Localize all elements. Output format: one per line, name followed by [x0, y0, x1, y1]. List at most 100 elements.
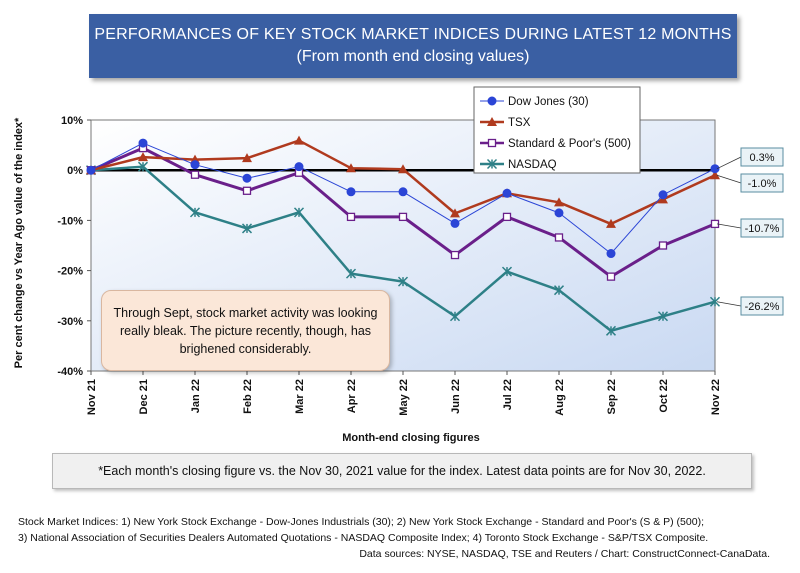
data-point: [605, 325, 617, 336]
data-point: [190, 170, 200, 179]
y-tick-label: 0%: [67, 165, 83, 177]
data-point: [190, 160, 200, 170]
legend-label: NASDAQ: [508, 159, 557, 171]
y-axis: 10% 0% -10% -20% -30% -40%: [57, 115, 91, 378]
data-point: [242, 153, 252, 163]
x-tick-label: Aug 22: [554, 379, 566, 416]
data-point: [710, 164, 720, 174]
chart-title-banner: PERFORMANCES OF KEY STOCK MARKET INDICES…: [89, 14, 737, 78]
x-tick-label: Mar 22: [294, 379, 306, 414]
data-point: [502, 188, 512, 198]
end-label: 0.3%: [749, 152, 774, 164]
line-chart: 10% 0% -10% -20% -30% -40% Nov 21 Dec 21 Jan 22…: [13, 86, 784, 444]
data-point: [606, 249, 616, 259]
data-point: [450, 208, 460, 218]
leader-line: [716, 156, 742, 170]
data-point: [449, 311, 461, 322]
data-point: [137, 161, 149, 172]
leader-line: [716, 174, 742, 184]
leader-line: [716, 223, 742, 229]
end-labels: 0.3% -1.0% -10.7% -26.2%: [716, 147, 784, 316]
data-point: [658, 190, 668, 200]
y-axis-label: Per cent change vs Year Ago value of the…: [13, 117, 25, 368]
data-point: [397, 276, 409, 287]
sources-block: Stock Market Indices: 1) New York Stock …: [18, 514, 778, 562]
data-point: [398, 187, 408, 197]
data-point: [189, 207, 201, 218]
x-tick-label: Jan 22: [190, 379, 202, 413]
series-nasdaq: [85, 161, 721, 336]
data-point: [657, 311, 669, 322]
data-point: [346, 212, 356, 222]
chart-subtitle: (From month end closing values): [296, 48, 530, 65]
legend-marker: [487, 96, 497, 106]
legend-item: Standard & Poor's (500): [480, 138, 631, 150]
x-axis: Nov 21 Dec 21 Jan 22 Feb 22 Mar 22 Apr 22 May …: [86, 371, 722, 416]
x-tick-label: May 22: [398, 379, 410, 416]
data-point: [554, 197, 564, 207]
data-point: [554, 233, 564, 242]
footnote-text: *Each month's closing figure vs. the Nov…: [98, 464, 706, 478]
y-tick-label: -40%: [57, 366, 83, 378]
y-tick-label: -10%: [57, 215, 83, 227]
legend-label: Standard & Poor's (500): [508, 138, 631, 150]
sources-line-1: Stock Market Indices: 1) New York Stock …: [18, 516, 704, 528]
data-point: [346, 163, 356, 173]
data-point: [710, 170, 720, 180]
data-point: [398, 212, 408, 222]
end-label: -26.2%: [745, 301, 780, 313]
annotation-callout: Through Sept, stock market activity was …: [101, 290, 390, 371]
data-point: [242, 173, 252, 183]
data-point: [86, 165, 96, 175]
legend-item: Dow Jones (30): [480, 96, 589, 108]
data-point: [294, 135, 304, 145]
legend-label: TSX: [508, 117, 531, 129]
data-point: [242, 186, 252, 195]
x-tick-label: Feb 22: [242, 379, 254, 414]
chart-title: PERFORMANCES OF KEY STOCK MARKET INDICES…: [94, 26, 732, 43]
leader-line: [716, 301, 742, 307]
data-point: [501, 266, 513, 277]
series-dow-jones-30: [86, 138, 720, 259]
data-point: [138, 138, 148, 148]
legend-marker: [487, 117, 497, 126]
legend-label: Dow Jones (30): [508, 96, 589, 108]
sources-line-2: 3) National Association of Securities De…: [18, 532, 709, 544]
x-axis-label: Month-end closing figures: [342, 432, 480, 444]
data-point: [398, 164, 408, 174]
data-point: [553, 285, 565, 296]
end-label-box: [740, 296, 784, 316]
y-tick-label: 10%: [61, 115, 83, 127]
data-point: [241, 223, 253, 234]
end-label-box: [740, 218, 784, 238]
data-point: [450, 218, 460, 228]
data-point: [294, 162, 304, 172]
end-label-box: [740, 173, 784, 193]
end-label: -10.7%: [745, 223, 780, 235]
data-point: [345, 268, 357, 279]
data-point: [606, 272, 616, 281]
y-tick-label: -20%: [57, 266, 83, 278]
x-tick-label: Nov 22: [710, 379, 722, 415]
x-tick-label: Dec 21: [138, 379, 150, 414]
legend-item: TSX: [480, 117, 531, 129]
x-tick-label: Sep 22: [606, 379, 618, 414]
legend: Dow Jones (30) TSX Standard & Poor's (500)…: [473, 86, 641, 174]
end-label-box: [740, 147, 784, 167]
data-point: [450, 250, 460, 260]
data-point: [709, 296, 721, 307]
legend-marker: [487, 138, 497, 148]
legend-marker: [486, 158, 498, 170]
annotation-text: Through Sept, stock market activity was …: [113, 305, 378, 356]
data-point: [293, 207, 305, 218]
data-point: [138, 152, 148, 162]
data-point: [606, 218, 616, 228]
x-tick-label: Apr 22: [346, 379, 358, 413]
footnote-box: *Each month's closing figure vs. the Nov…: [52, 453, 752, 489]
x-tick-label: Nov 21: [86, 379, 98, 415]
data-point: [346, 187, 356, 197]
y-tick-label: -30%: [57, 316, 83, 328]
sources-line-3: Data sources: NYSE, NASDAQ, TSE and Reut…: [359, 548, 770, 560]
series-layer: [85, 135, 721, 336]
x-tick-label: Oct 22: [658, 379, 670, 413]
